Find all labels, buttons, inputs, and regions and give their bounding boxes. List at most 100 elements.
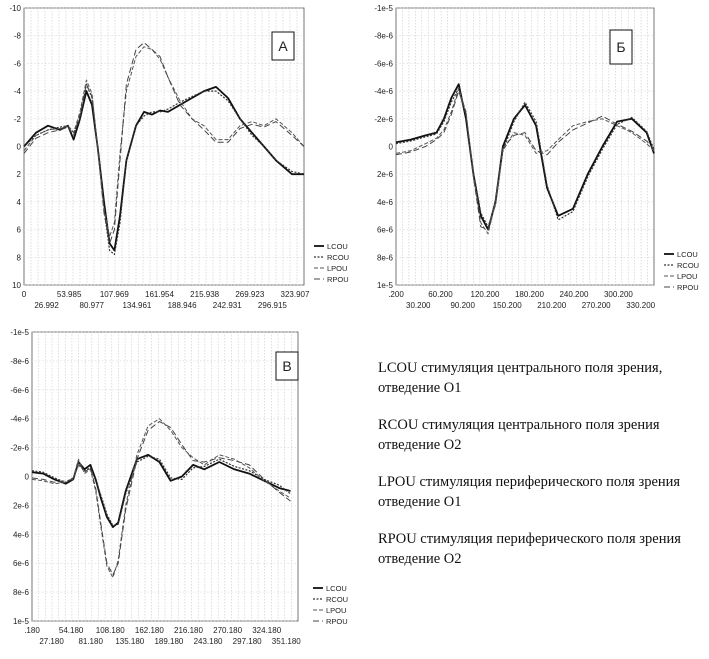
y-tick-label: 1e-5 — [13, 617, 30, 626]
x-tick-label: 297.180 — [233, 637, 262, 646]
y-tick-label: -8e-6 — [374, 32, 393, 41]
panel-badge — [271, 31, 295, 61]
chart-svg: -1e-5 -8e-6 -6e-6 -4e-6 -2e-6 0 2e-6 4e-6 6e-6 8e… — [10, 328, 348, 646]
x-tick-label: 323.907 — [281, 290, 310, 299]
legend-label: RPOU — [677, 283, 699, 292]
y-tick-label: 8 — [17, 253, 22, 262]
chart-panel-a: -10 -8 -6 -4 -2 0 2 4 6 8 10 0 53.985 107.969 161.954 2… — [0, 0, 349, 318]
y-tick-label: 0 — [25, 473, 30, 482]
x-tick-label: 162.180 — [135, 626, 164, 635]
legend-label: RPOU — [326, 617, 348, 626]
y-tick-label: -6e-6 — [10, 386, 29, 395]
series-line-rpou — [395, 90, 655, 231]
y-tick-label: 0 — [389, 143, 394, 152]
y-tick-label: 6e-6 — [13, 559, 30, 568]
x-tick-label: 120.200 — [471, 290, 500, 299]
legend-label: LPOU — [326, 606, 346, 615]
x-tick-label: 134.961 — [122, 301, 151, 310]
legend-label: RCOU — [677, 261, 699, 270]
x-tick-label: 240.200 — [559, 290, 588, 299]
x-tick-label: 80.977 — [80, 301, 105, 310]
y-tick-label: 4e-6 — [13, 530, 30, 539]
y-tick-label: -2e-6 — [374, 115, 393, 124]
x-tick-label: 324.180 — [252, 626, 281, 635]
legend-label: LCOU — [326, 584, 347, 593]
chart-svg: -1e-5 -8e-6 -6e-6 -4e-6 -2e-6 0 2e-6 4e-6 6e-6 8e… — [374, 4, 699, 310]
x-tick-label: 270.200 — [582, 301, 611, 310]
x-tick-label: 242.931 — [213, 301, 242, 310]
y-tick-label: -8e-6 — [10, 357, 29, 366]
y-tick-label: 2 — [17, 170, 22, 179]
x-tick-label: 81.180 — [78, 637, 103, 646]
y-tick-label: 2e-6 — [13, 501, 30, 510]
x-tick-label: 296.915 — [258, 301, 287, 310]
y-tick-label: 4e-6 — [377, 198, 394, 207]
panel-badge-label: А — [278, 38, 288, 54]
legend-label: RCOU — [327, 253, 349, 262]
x-tick-label: 27.180 — [39, 637, 64, 646]
legend-label: RPOU — [327, 275, 349, 284]
x-tick-label: 188.946 — [168, 301, 197, 310]
y-tick-label: 6e-6 — [377, 226, 394, 235]
y-tick-label: 8e-6 — [377, 253, 394, 262]
y-tick-label: 8e-6 — [13, 588, 30, 597]
x-tick-label: 269.923 — [235, 290, 264, 299]
chart-panel-c: -1e-5 -8e-6 -6e-6 -4e-6 -2e-6 0 2e-6 4e-6 6e-6 8e… — [0, 322, 360, 659]
y-tick-label: -1e-5 — [10, 328, 29, 337]
y-tick-label: 1e-5 — [377, 281, 394, 290]
panel-badge-label: Б — [616, 39, 625, 55]
x-tick-label: 161.954 — [145, 290, 174, 299]
legend-label: LCOU — [327, 242, 348, 251]
legend-label: LPOU — [327, 264, 347, 273]
series-line-lpou — [31, 418, 291, 579]
x-tick-label: 90.200 — [450, 301, 475, 310]
x-tick-label: .180 — [24, 626, 40, 635]
legend-description-rpou: RPOU стимуляция периферического поля зре… — [378, 531, 681, 567]
y-tick-label: -8 — [14, 32, 22, 41]
y-tick-label: -4 — [14, 87, 22, 96]
x-tick-label: 135.180 — [115, 637, 144, 646]
series-line-lpou — [23, 46, 305, 237]
legend-label: RCOU — [326, 595, 348, 604]
x-tick-label: 54.180 — [59, 626, 84, 635]
x-tick-label: 330.200 — [626, 301, 655, 310]
y-tick-label: 2e-6 — [377, 170, 394, 179]
x-tick-label: 108.180 — [96, 626, 125, 635]
y-tick-label: -2 — [14, 115, 22, 124]
legend-label: LCOU — [677, 250, 698, 259]
series-line-rcou — [23, 83, 305, 256]
x-tick-label: 60.200 — [428, 290, 453, 299]
x-tick-label: 0 — [22, 290, 27, 299]
x-tick-label: 270.180 — [213, 626, 242, 635]
y-tick-label: 6 — [17, 226, 22, 235]
chart-panel-b: -1e-5 -8e-6 -6e-6 -4e-6 -2e-6 0 2e-6 4e-6 6e-6 8e… — [360, 0, 709, 322]
y-tick-label: -2e-6 — [10, 444, 29, 453]
x-tick-label: 210.200 — [537, 301, 566, 310]
y-tick-label: -1e-5 — [374, 4, 393, 13]
panel-badge — [609, 29, 633, 65]
series-line-rpou — [23, 42, 305, 244]
x-tick-label: 243.180 — [194, 637, 223, 646]
y-tick-label: -6 — [14, 59, 22, 68]
x-tick-label: 53.985 — [57, 290, 82, 299]
y-tick-label: 0 — [17, 143, 22, 152]
x-tick-label: 26.992 — [34, 301, 59, 310]
legend-description-lcou: LCOU стимуляция центрального поля зрения… — [378, 360, 663, 396]
y-tick-label: -6e-6 — [374, 59, 393, 68]
y-tick-label: 4 — [17, 198, 22, 207]
y-tick-label: -4e-6 — [374, 87, 393, 96]
panel-badge — [275, 351, 299, 381]
y-tick-label: -4e-6 — [10, 415, 29, 424]
panel-badge-label: В — [282, 358, 291, 374]
legend-label: LPOU — [677, 272, 697, 281]
y-tick-label: 10 — [12, 281, 21, 290]
series-line-lcou — [395, 83, 655, 231]
legend-description-rcou: RCOU стимуляция центрального поля зрения… — [378, 417, 660, 453]
x-tick-label: 216.180 — [174, 626, 203, 635]
x-tick-label: 30.200 — [406, 301, 431, 310]
legend-description-lpou: LPOU стимуляция периферического поля зре… — [378, 474, 681, 510]
x-tick-label: 351.180 — [272, 637, 301, 646]
x-tick-label: 189.180 — [154, 637, 183, 646]
x-tick-label: .200 — [388, 290, 404, 299]
